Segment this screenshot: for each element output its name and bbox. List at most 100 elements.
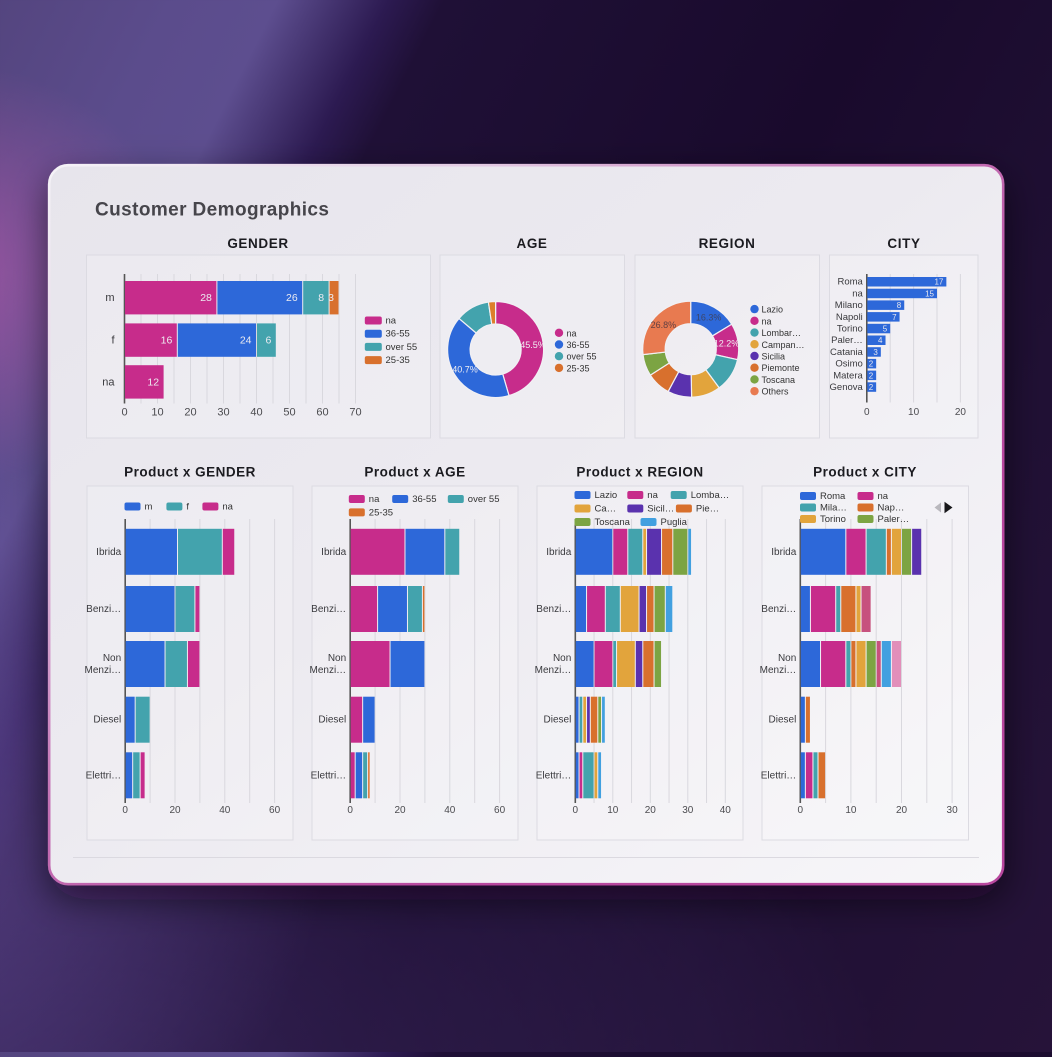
svg-text:Ca…: Ca… [595, 504, 617, 515]
svg-text:2: 2 [869, 360, 874, 369]
svg-text:Mila…: Mila… [820, 503, 847, 514]
svg-text:GENDER: GENDER [227, 236, 288, 251]
svg-text:na: na [567, 328, 577, 338]
svg-text:Customer Demographics: Customer Demographics [95, 199, 329, 220]
svg-text:2: 2 [869, 371, 874, 380]
svg-text:3: 3 [873, 348, 878, 357]
svg-text:Puglia: Puglia [661, 517, 688, 528]
svg-text:10: 10 [845, 805, 857, 816]
svg-text:Elettri…: Elettri… [86, 770, 122, 781]
svg-text:Catania: Catania [830, 347, 863, 358]
svg-text:7: 7 [892, 313, 897, 322]
svg-text:na: na [369, 494, 380, 505]
svg-text:Diesel: Diesel [769, 715, 797, 726]
svg-text:40: 40 [720, 805, 732, 816]
svg-text:12: 12 [147, 376, 159, 388]
svg-text:60: 60 [316, 407, 328, 419]
svg-text:Ibrida: Ibrida [96, 547, 121, 558]
svg-text:24: 24 [240, 335, 252, 347]
svg-text:Lomba…: Lomba… [691, 490, 730, 501]
svg-text:Lazio: Lazio [762, 305, 784, 315]
svg-text:Benzi…: Benzi… [761, 604, 796, 615]
svg-text:Diesel: Diesel [544, 715, 572, 726]
svg-text:AGE: AGE [516, 236, 547, 251]
svg-text:m: m [105, 292, 114, 304]
svg-text:Matera: Matera [833, 370, 863, 381]
svg-text:0: 0 [573, 805, 579, 816]
svg-text:Torino: Torino [837, 324, 863, 335]
svg-text:3: 3 [328, 292, 334, 304]
svg-text:Sicilia: Sicilia [762, 352, 786, 362]
svg-text:Lazio: Lazio [595, 490, 618, 501]
svg-text:over 55: over 55 [567, 352, 597, 362]
svg-text:60: 60 [269, 805, 281, 816]
svg-text:25-35: 25-35 [567, 363, 590, 373]
svg-text:Osimo: Osimo [835, 359, 862, 370]
svg-text:Ibrida: Ibrida [771, 547, 796, 558]
svg-text:Diesel: Diesel [318, 715, 346, 726]
svg-text:Non: Non [778, 653, 796, 664]
svg-text:Milano: Milano [835, 300, 863, 311]
svg-text:Benzi…: Benzi… [311, 604, 346, 615]
svg-text:Ibrida: Ibrida [321, 547, 346, 558]
svg-text:16.3%: 16.3% [696, 313, 722, 323]
svg-text:Ibrida: Ibrida [546, 547, 571, 558]
svg-text:REGION: REGION [699, 236, 756, 251]
svg-text:40: 40 [219, 805, 231, 816]
svg-text:5: 5 [883, 325, 888, 334]
svg-text:28: 28 [200, 292, 212, 304]
svg-text:15: 15 [925, 289, 934, 298]
svg-text:0: 0 [121, 407, 127, 419]
svg-text:10: 10 [908, 407, 920, 418]
svg-text:m: m [145, 502, 153, 513]
svg-text:Menzi…: Menzi… [85, 665, 122, 676]
svg-text:30: 30 [947, 805, 959, 816]
svg-text:Toscana: Toscana [595, 517, 631, 528]
svg-text:0: 0 [864, 407, 870, 418]
svg-text:Paler…: Paler… [878, 514, 910, 525]
svg-text:Menzi…: Menzi… [760, 665, 797, 676]
svg-text:Elettri…: Elettri… [536, 770, 572, 781]
svg-text:10: 10 [151, 407, 163, 419]
svg-text:Menzi…: Menzi… [535, 665, 572, 676]
svg-text:60: 60 [494, 805, 506, 816]
svg-text:Menzi…: Menzi… [310, 665, 347, 676]
svg-text:Benzi…: Benzi… [536, 604, 571, 615]
svg-text:25-35: 25-35 [386, 355, 410, 366]
svg-text:Nap…: Nap… [878, 503, 905, 514]
svg-text:na: na [222, 502, 233, 513]
svg-text:Napoli: Napoli [836, 312, 863, 323]
svg-text:20: 20 [394, 805, 406, 816]
svg-text:Genova: Genova [830, 382, 864, 393]
svg-text:4: 4 [878, 336, 883, 345]
svg-text:50: 50 [283, 407, 295, 419]
svg-text:Roma: Roma [820, 491, 846, 502]
svg-text:na: na [762, 316, 772, 326]
svg-text:Lombar…: Lombar… [762, 328, 802, 338]
svg-text:45.5%: 45.5% [520, 340, 546, 350]
svg-text:over 55: over 55 [386, 342, 418, 353]
svg-text:8: 8 [897, 301, 902, 310]
svg-text:Others: Others [762, 387, 790, 397]
svg-text:20: 20 [184, 407, 196, 419]
svg-text:f: f [111, 335, 115, 347]
svg-text:Product x CITY: Product x CITY [813, 465, 917, 480]
svg-text:Non: Non [553, 653, 571, 664]
svg-text:30: 30 [217, 407, 229, 419]
svg-text:20: 20 [896, 805, 908, 816]
svg-text:CITY: CITY [887, 236, 920, 251]
svg-text:17: 17 [934, 278, 943, 287]
svg-text:na: na [102, 376, 115, 388]
svg-text:40: 40 [250, 407, 262, 419]
svg-text:20: 20 [169, 805, 181, 816]
svg-text:Torino: Torino [820, 514, 846, 525]
svg-text:36-55: 36-55 [386, 329, 410, 340]
svg-text:Roma: Roma [837, 277, 863, 288]
svg-text:Campan…: Campan… [762, 340, 805, 350]
svg-text:Product x AGE: Product x AGE [364, 465, 465, 480]
svg-text:na: na [386, 316, 397, 327]
svg-text:8: 8 [318, 292, 324, 304]
svg-text:36-55: 36-55 [412, 494, 436, 505]
svg-text:16: 16 [161, 335, 173, 347]
svg-text:Product x GENDER: Product x GENDER [124, 465, 256, 480]
